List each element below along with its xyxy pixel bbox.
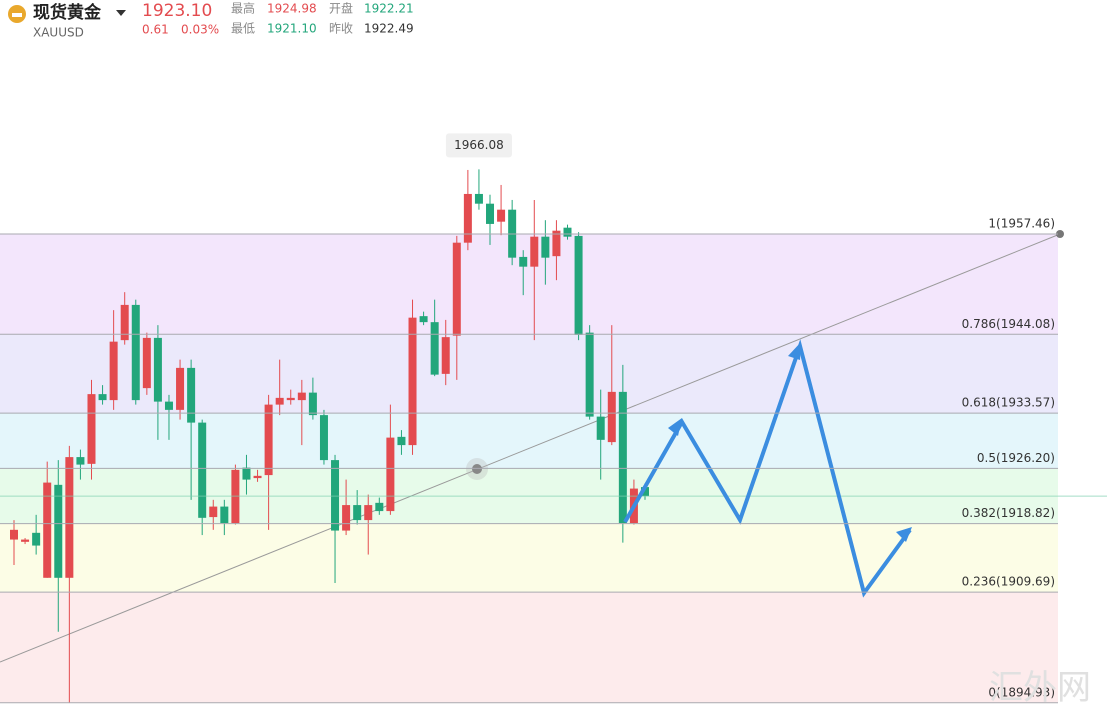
candle-body (54, 484, 63, 578)
candle-body (342, 505, 351, 531)
candle-body (176, 367, 185, 410)
candle-body (331, 460, 340, 531)
candle-body (408, 317, 417, 446)
trend-end (1056, 230, 1064, 238)
fib-labels: 1(1957.46) 0.786(1944.08) 0.618(1933.57) 0.… (0, 216, 1058, 704)
candle-body (87, 394, 96, 464)
arrow-head (788, 342, 801, 360)
candle-body (463, 193, 472, 243)
candle-body (541, 236, 550, 258)
candle-body (275, 397, 284, 405)
candle-body (474, 193, 483, 204)
candle-body (319, 415, 328, 461)
change-pct: 0.03% (181, 23, 219, 37)
stat-label: 最低 (231, 22, 255, 36)
symbol-code: XAUUSD (33, 26, 84, 40)
candle-body (640, 487, 649, 497)
fib-bands (0, 233, 1058, 703)
candle-body (497, 209, 506, 222)
stat-label: 最高 (231, 1, 255, 16)
symbol-name: 现货黄金 (33, 2, 102, 23)
logo-mark (12, 13, 22, 17)
arrow-head (668, 418, 682, 436)
candle-body (530, 236, 539, 267)
candle-body (430, 322, 439, 375)
candle-body (242, 467, 251, 480)
candle-body (98, 394, 107, 401)
fib-band (0, 523, 1058, 593)
arrow-head (896, 527, 912, 542)
candle-body (552, 230, 561, 257)
candle-body (386, 437, 395, 512)
fib-band (0, 413, 1058, 469)
fib-band (0, 233, 1058, 335)
candle-body (308, 392, 317, 416)
candle-body (120, 304, 129, 341)
candle-body (209, 506, 218, 518)
stat-value: 1924.98 (267, 2, 317, 16)
trend-line (0, 233, 1061, 663)
watermark: 汇外网 (989, 668, 1091, 708)
stat-value: 1922.49 (364, 22, 414, 36)
candle-body (264, 404, 273, 476)
candle-body (76, 457, 85, 465)
candle-body (607, 391, 616, 443)
price: 1923.10 (142, 1, 212, 21)
arrow-heads (668, 342, 912, 542)
candle-body (43, 482, 52, 578)
candle-body (253, 475, 262, 479)
fib-label: 0.382(1918.82) (962, 506, 1055, 520)
candle-body (164, 401, 173, 410)
candle-body (618, 391, 627, 524)
fib-label: 0.618(1933.57) (962, 396, 1055, 410)
dropdown[interactable] (116, 10, 126, 16)
candle-body (419, 316, 428, 323)
change: 0.61 (142, 23, 169, 37)
forecast-arrows (623, 339, 912, 598)
forecast-path (623, 339, 912, 598)
fib-label: 0(1894.93) (988, 685, 1055, 699)
max-label: 1966.08 (454, 138, 504, 152)
candle-body (198, 422, 207, 518)
candle-body (353, 505, 362, 521)
candle-body (10, 529, 18, 540)
anchor-point (472, 464, 482, 474)
candle-body (397, 436, 406, 446)
candle-body (187, 367, 196, 423)
candle-body (375, 502, 384, 512)
stat-value: 1922.21 (364, 2, 414, 16)
fib-label: 0.236(1909.69) (962, 575, 1055, 589)
max-label-box (445, 133, 512, 158)
candle-body (452, 242, 461, 336)
candle-body (65, 457, 74, 578)
candle-body (441, 337, 450, 374)
candle-body (131, 304, 140, 401)
candle-body (297, 392, 306, 401)
candle-body (574, 235, 583, 335)
candle-body (563, 227, 572, 237)
candle-body (519, 256, 528, 267)
fib-label: 0.786(1944.08) (962, 317, 1055, 331)
candle-body (286, 397, 295, 401)
candle-body (21, 539, 30, 542)
candle-body (109, 341, 118, 401)
stat-value: 1921.10 (267, 22, 317, 36)
candle-body (32, 532, 41, 546)
fib-band (0, 592, 1058, 703)
fib-label: 0.5(1926.20) (977, 451, 1055, 465)
candle-body (142, 337, 151, 389)
stat-label: 昨收 (329, 22, 353, 36)
candle-body (596, 416, 605, 440)
fib-label: 1(1957.46) (988, 216, 1055, 230)
candle-body (364, 505, 373, 521)
stat-label: 开盘 (329, 1, 353, 16)
candle-body (153, 337, 162, 402)
candle-body (486, 203, 495, 224)
candle-body (585, 332, 594, 417)
candle-body (220, 506, 229, 524)
